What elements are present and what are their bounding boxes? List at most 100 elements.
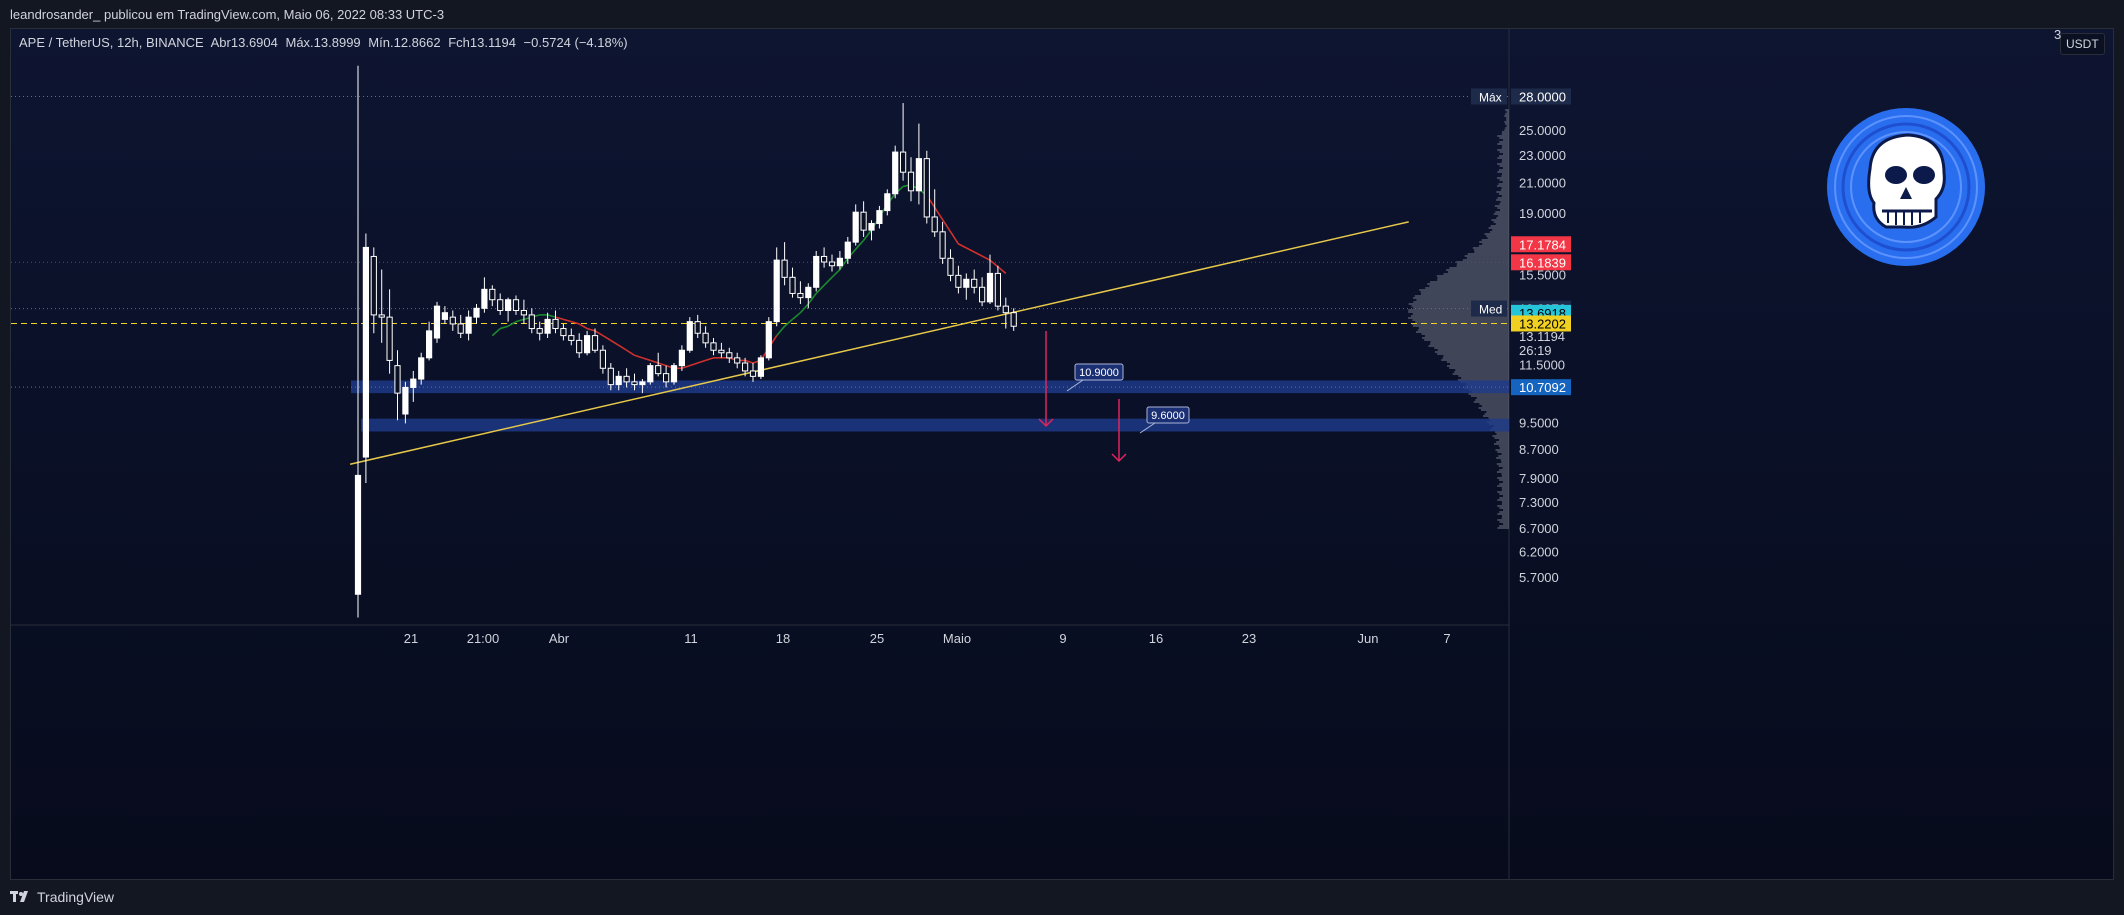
ema-segment xyxy=(555,316,564,321)
volume-profile-bar xyxy=(1420,291,1509,293)
candle-body xyxy=(813,255,820,288)
volume-profile-bar xyxy=(1497,527,1509,529)
volume-profile-bar xyxy=(1502,481,1509,483)
volume-profile-bar xyxy=(1498,455,1509,457)
ape-skull-logo xyxy=(1827,108,1985,266)
ema-segment xyxy=(689,362,698,367)
volume-profile-bar xyxy=(1467,253,1509,255)
volume-profile-bar xyxy=(1415,331,1509,333)
price-chart[interactable]: 10.9000 9.6000 25.0000 23.0000 21.0000 19.000… xyxy=(11,29,2113,879)
volume-profile-bar xyxy=(1427,283,1509,285)
volume-profile-bar xyxy=(1497,215,1509,217)
volume-profile-bar xyxy=(1506,111,1509,113)
price-tick-label: 5.7000 xyxy=(1519,570,1559,585)
price-axis-label: 13.2202 xyxy=(1519,316,1566,331)
volume-profile-bar xyxy=(1501,175,1509,177)
volume-profile-bar xyxy=(1497,519,1509,521)
chart-panel[interactable]: 10.9000 9.6000 25.0000 23.0000 21.0000 19.000… xyxy=(10,28,2114,880)
volume-profile-bar xyxy=(1499,151,1509,153)
candle-body xyxy=(971,278,978,288)
candle-body xyxy=(465,316,472,334)
ema-segment xyxy=(650,359,659,364)
candle-body xyxy=(994,272,1001,307)
volume-profile-bar xyxy=(1421,293,1509,295)
ema-segment xyxy=(547,314,556,318)
volume-profile-bar xyxy=(1493,221,1509,223)
volume-profile-bar xyxy=(1408,309,1509,311)
volume-profile-bar xyxy=(1458,375,1509,377)
volume-profile-bar xyxy=(1408,311,1509,313)
volume-profile-bar xyxy=(1496,177,1509,179)
volume-profile-bar xyxy=(1501,501,1509,503)
currency-button[interactable]: USDT xyxy=(2060,33,2105,55)
candle-body xyxy=(528,314,535,330)
candle-body xyxy=(394,365,401,394)
volume-profile-bar xyxy=(1496,471,1509,473)
legend-high-value: 13.8999 xyxy=(313,35,361,50)
volume-profile-bar xyxy=(1498,465,1509,467)
volume-profile-bar xyxy=(1498,193,1509,195)
volume-profile-bar xyxy=(1491,219,1509,221)
volume-profile-bar xyxy=(1499,141,1509,143)
price-tick-label: 6.7000 xyxy=(1519,521,1559,536)
volume-profile-bar xyxy=(1481,239,1509,241)
volume-profile-bar xyxy=(1501,475,1509,477)
volume-profile-bar xyxy=(1479,403,1509,405)
candle-body xyxy=(868,222,875,231)
volume-profile-bar xyxy=(1505,127,1509,129)
volume-profile-bar xyxy=(1497,149,1509,151)
candle-body xyxy=(433,305,441,339)
symbol-title: APE / TetherUS, 12h, BINANCE xyxy=(19,35,204,50)
trendline xyxy=(349,221,1409,465)
candle-body xyxy=(623,375,630,383)
volume-profile-bar xyxy=(1499,525,1509,527)
price-axis-label: 28.0000 xyxy=(1519,89,1566,104)
volume-profile-bar xyxy=(1412,319,1509,321)
volume-profile-bar xyxy=(1502,153,1509,155)
volume-profile-bar xyxy=(1473,249,1509,251)
candle-body xyxy=(354,474,362,595)
volume-profile-bar xyxy=(1497,207,1509,209)
volume-profile-bar xyxy=(1478,245,1509,247)
volume-profile-bar xyxy=(1482,243,1509,245)
candle-body xyxy=(686,321,693,351)
volume-profile-bar xyxy=(1441,359,1509,361)
price-tick-label: 6.2000 xyxy=(1519,544,1559,559)
price-tick-label: 7.9000 xyxy=(1519,471,1559,486)
candle-body xyxy=(655,365,662,375)
legend-open-label: Abr xyxy=(210,35,231,50)
candle-body xyxy=(876,210,883,224)
volume-profile-bar xyxy=(1496,463,1509,465)
volume-profile-bar xyxy=(1492,229,1509,231)
volume-profile-bar xyxy=(1493,213,1509,215)
volume-profile-bar xyxy=(1501,131,1509,133)
current-price-label: 13.1194 xyxy=(1519,329,1565,344)
price-axis-tag-bg xyxy=(1471,300,1507,317)
volume-profile-bar xyxy=(1424,335,1509,337)
candle-body xyxy=(939,231,946,259)
candle-body xyxy=(749,370,757,377)
volume-profile-bar xyxy=(1436,275,1509,277)
candle-body xyxy=(979,286,986,303)
ema-segment xyxy=(799,303,809,314)
countdown-label: 26:19 xyxy=(1519,343,1552,358)
volume-profile-bar xyxy=(1496,457,1509,459)
candle-body xyxy=(963,278,970,288)
time-tick-label: 9 xyxy=(1059,631,1066,646)
volume-profile-bar xyxy=(1501,187,1509,189)
volume-profile-bar xyxy=(1450,363,1509,365)
candle-body xyxy=(923,158,930,218)
volume-profile-bar xyxy=(1497,135,1509,137)
volume-profile-bar xyxy=(1417,329,1509,331)
volume-profile-bar xyxy=(1494,205,1509,207)
volume-profile-bar xyxy=(1475,399,1509,401)
candle-body xyxy=(694,321,701,334)
candle-body xyxy=(520,309,527,316)
tradingview-brand[interactable]: TradingView xyxy=(10,889,114,905)
ema-segment xyxy=(499,325,509,330)
ema-segment xyxy=(594,330,604,337)
volume-profile-bar xyxy=(1497,499,1509,501)
ema-segment xyxy=(586,327,596,332)
candle-body xyxy=(544,318,551,334)
volume-profile-bar xyxy=(1413,301,1509,303)
